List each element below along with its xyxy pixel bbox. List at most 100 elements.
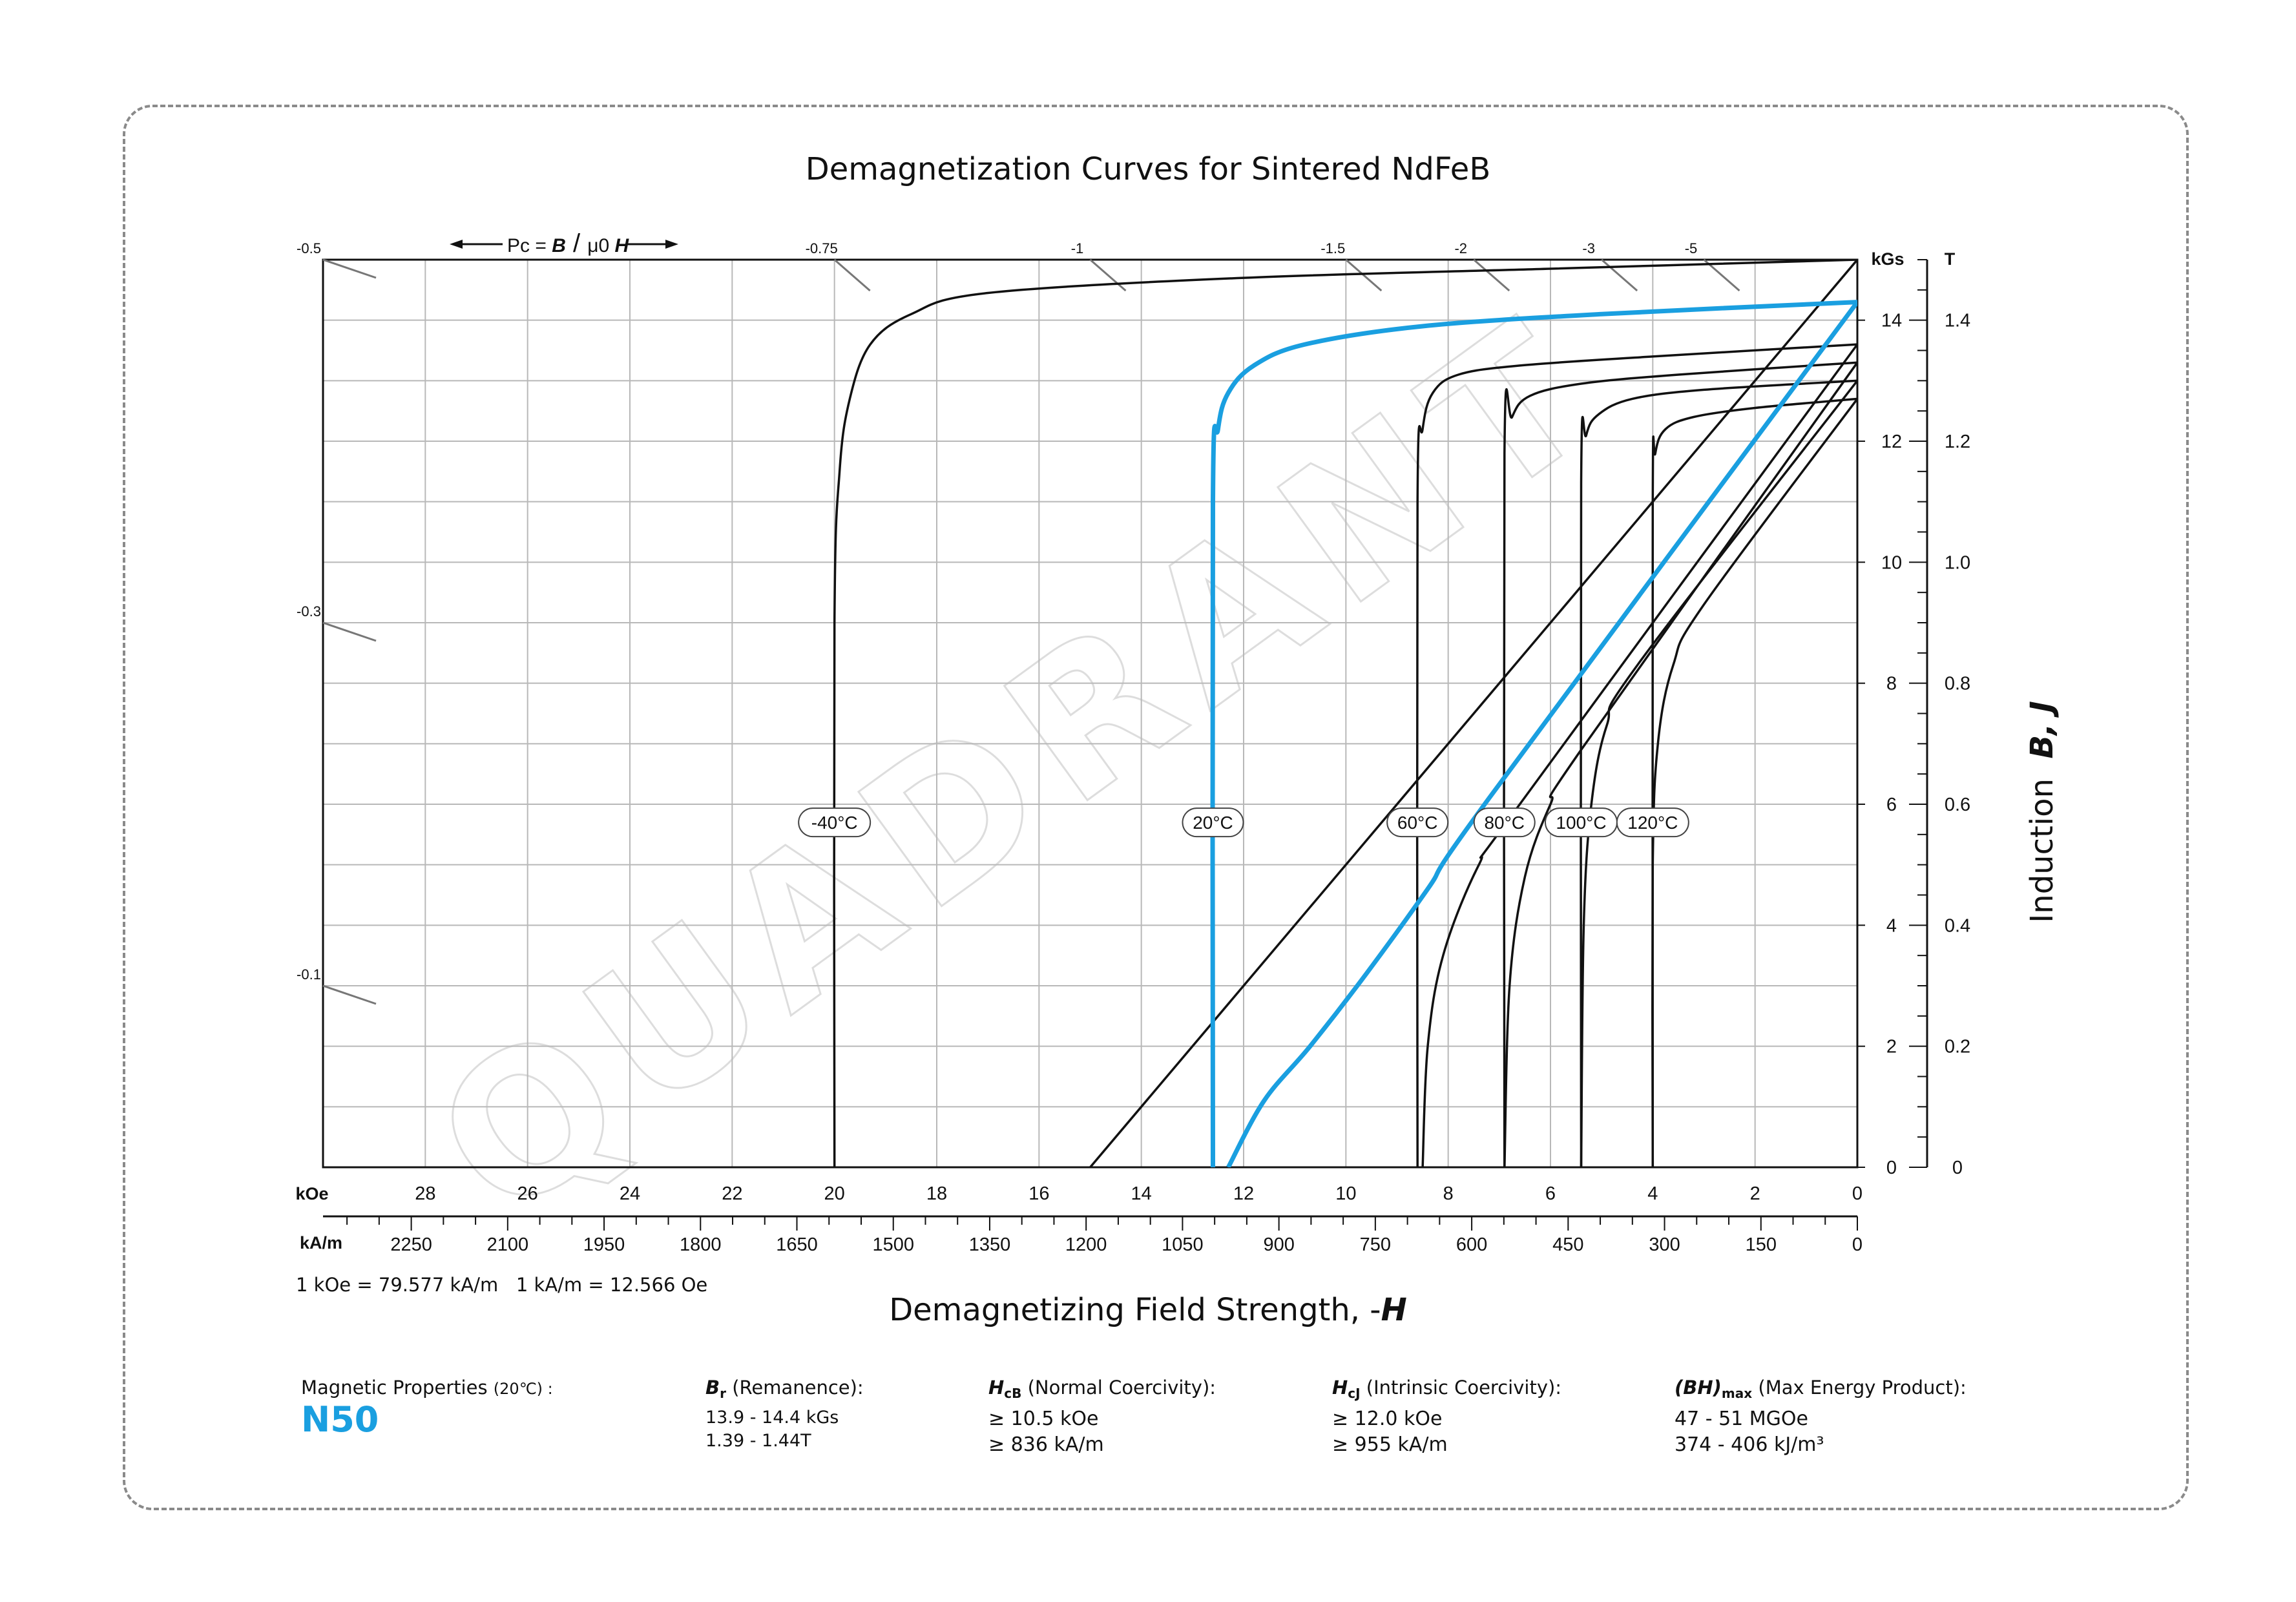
x-tick-label-kam: 1650 xyxy=(776,1234,818,1255)
x-tick-label-kam: 2100 xyxy=(487,1234,529,1255)
permeance-tick-label: -1.5 xyxy=(1320,240,1345,256)
y-tick-label-t: 0 xyxy=(1952,1158,1963,1178)
x-tick-label-kam: 1350 xyxy=(969,1234,1011,1255)
x-tick-label-kam: 450 xyxy=(1552,1234,1583,1255)
x-tick-label-koe: 2 xyxy=(1750,1183,1760,1204)
series-label-text: 20°C xyxy=(1193,813,1233,833)
bh-value-mgoe: 47 - 51 MGOe xyxy=(1675,1408,1808,1430)
hcj-value-kam: ≥ 955 kA/m xyxy=(1332,1433,1448,1456)
permeance-tick-label: -0.75 xyxy=(806,240,838,256)
x-tick-label-kam: 2250 xyxy=(390,1234,432,1255)
series-label-text: 80°C xyxy=(1484,813,1525,833)
unit-conversion-note: 1 kOe = 79.577 kA/m 1 kA/m = 12.566 Oe xyxy=(296,1274,708,1296)
x-tick-label-koe: 26 xyxy=(517,1183,538,1204)
y-tick-label-kgs: 4 xyxy=(1886,915,1897,936)
x-tick-label-koe: 22 xyxy=(722,1183,742,1204)
series-label-text: 100°C xyxy=(1556,813,1606,833)
x-tick-label-koe: 24 xyxy=(620,1183,640,1204)
x-tick-label-kam: 300 xyxy=(1649,1234,1680,1255)
y-axis-symbols: B, J xyxy=(2024,701,2060,759)
y-tick-label-t: 1.4 xyxy=(1945,311,1970,331)
x-tick-label-koe: 8 xyxy=(1443,1183,1454,1204)
series-label-pill xyxy=(1616,807,1689,838)
x-tick-label-koe: 28 xyxy=(415,1183,435,1204)
x-tick-label-kam: 1050 xyxy=(1162,1234,1204,1255)
series-label-pill xyxy=(1473,807,1536,838)
j-curve-minus40c xyxy=(833,260,1857,1167)
permeance-tick-label: -0.3 xyxy=(297,603,321,619)
permeance-tick xyxy=(833,258,871,292)
permeance-tick xyxy=(322,984,377,1005)
j-curve-20c xyxy=(1210,300,1857,1167)
series-label-text: 120°C xyxy=(1627,813,1678,833)
x-axis-title: Demagnetizing Field Strength, -H xyxy=(0,1292,2296,1328)
y-unit-kgs: kGs xyxy=(1871,249,1904,269)
x-tick-label-kam: 750 xyxy=(1360,1234,1391,1255)
x-tick-label-kam: 150 xyxy=(1746,1234,1777,1255)
x-tick-label-koe: 6 xyxy=(1545,1183,1556,1204)
x-tick-label-koe: 4 xyxy=(1647,1183,1658,1204)
magnetic-properties: Magnetic Properties (20℃) : N50 xyxy=(301,1375,553,1440)
br-sub: r xyxy=(720,1386,726,1401)
br-value-kgs: 13.9 - 14.4 kGs xyxy=(705,1408,839,1428)
y-tick-label-t: 0.8 xyxy=(1945,674,1970,694)
br-value-t: 1.39 - 1.44T xyxy=(705,1431,811,1451)
hcj-sub: cJ xyxy=(1348,1386,1361,1401)
br-symbol: B xyxy=(705,1377,720,1399)
y-tick-label-kgs: 14 xyxy=(1881,311,1902,331)
page-frame xyxy=(123,105,2189,1510)
grade-label: N50 xyxy=(301,1399,379,1440)
y-tick-label-kgs: 0 xyxy=(1886,1158,1897,1178)
bh-sub: max xyxy=(1721,1386,1753,1401)
y-tick-label-kgs: 10 xyxy=(1881,552,1902,573)
series-label-pill xyxy=(1386,807,1449,838)
y-unit-t: T xyxy=(1945,249,1956,269)
y-axis-title: Induction B, J xyxy=(2024,650,2063,973)
properties-heading: Magnetic Properties xyxy=(301,1377,488,1399)
intrinsic-coercivity-block: HcJ (Intrinsic Coercivity): ≥ 12.0 kOe ≥… xyxy=(1332,1375,1561,1458)
y-tick-label-t: 0.6 xyxy=(1945,795,1970,815)
y-tick-label-t: 0.4 xyxy=(1945,915,1970,936)
permeance-tick-label: -1 xyxy=(1071,240,1084,256)
hcb-value-koe: ≥ 10.5 kOe xyxy=(988,1408,1099,1430)
chart-title: Demagnetization Curves for Sintered NdFe… xyxy=(805,151,1491,187)
permeance-tick xyxy=(1345,258,1383,292)
series-label-text: -40°C xyxy=(811,813,858,833)
series-label-text: 60°C xyxy=(1397,813,1438,833)
x-unit-kam: kA/m xyxy=(300,1233,342,1253)
y-tick-label-t: 0.2 xyxy=(1945,1037,1970,1057)
series-label: -40°C xyxy=(798,807,871,838)
hcj-desc: (Intrinsic Coercivity): xyxy=(1366,1377,1562,1399)
permeance-tick-label: -0.1 xyxy=(297,966,321,983)
series-label: 20°C xyxy=(1182,807,1244,838)
x-tick-label-koe: 10 xyxy=(1335,1183,1356,1204)
hcb-value-kam: ≥ 836 kA/m xyxy=(988,1433,1104,1456)
hcb-symbol: H xyxy=(988,1377,1005,1399)
hcj-symbol: H xyxy=(1332,1377,1348,1399)
b-curve-100c xyxy=(1580,380,1857,1167)
x-tick-label-koe: 0 xyxy=(1852,1183,1863,1204)
permeance-label: Pc = B / μ0 H xyxy=(507,229,630,258)
x-unit-koe: kOe xyxy=(295,1184,328,1203)
j-curve-60c xyxy=(1415,343,1857,1167)
b-curve-60c xyxy=(1421,344,1857,1167)
permeance-tick-label: -0.5 xyxy=(297,240,321,256)
y-tick-label-t: 1.2 xyxy=(1945,432,1970,452)
b-curve-120c xyxy=(1651,398,1857,1167)
b-curve-20c xyxy=(1226,300,1857,1167)
bh-value-kj: 374 - 406 kJ/m³ xyxy=(1675,1433,1824,1456)
pc-arrowhead-right xyxy=(665,240,678,249)
y-tick-label-kgs: 8 xyxy=(1886,674,1897,694)
watermark: QUADRANT xyxy=(397,271,1643,1262)
bh-symbol: (BH) xyxy=(1675,1377,1722,1399)
x-tick-label-koe: 20 xyxy=(824,1183,845,1204)
x-tick-label-kam: 1950 xyxy=(583,1234,625,1255)
remanence-block: Br (Remanence): 13.9 - 14.4 kGs 1.39 - 1… xyxy=(705,1375,864,1453)
hcb-sub: cB xyxy=(1004,1386,1022,1401)
x-tick-label-kam: 1200 xyxy=(1065,1234,1107,1255)
permeance-tick-label: -5 xyxy=(1685,240,1698,256)
series-label: 80°C xyxy=(1473,807,1536,838)
series-label-pill xyxy=(798,807,871,838)
series-label: 120°C xyxy=(1616,807,1689,838)
